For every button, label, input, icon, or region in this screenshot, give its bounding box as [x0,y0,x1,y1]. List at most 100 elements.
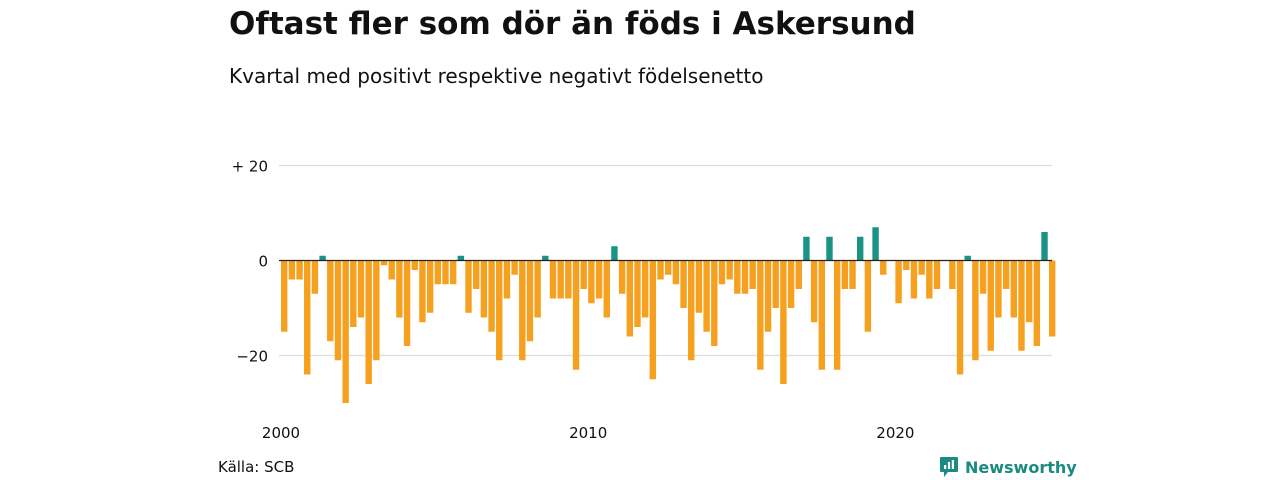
bar [864,260,872,332]
bar [465,260,472,313]
grid-layer [279,164,1052,357]
bar [426,260,434,313]
bar [442,260,449,285]
bar [688,260,695,361]
bar [995,260,1002,318]
bar [979,260,987,294]
y-tick-label: −20 [236,348,268,366]
bar [810,260,818,323]
bar [595,260,603,299]
bar [288,260,296,280]
bar [457,255,465,261]
bar [411,260,418,270]
bar [473,260,480,289]
bar [718,260,726,285]
bar [695,260,703,313]
bar [488,260,495,332]
bar [933,260,941,289]
bar [1041,232,1048,261]
bar [787,260,795,308]
bar [519,260,526,361]
bar [857,236,864,261]
bar [496,260,503,361]
bar [795,260,802,289]
bar [327,260,334,342]
x-tick-label: 2020 [876,424,914,442]
bar [611,246,618,261]
bar [480,260,488,318]
bar [1010,260,1017,318]
bar [726,260,733,280]
bar-chart: + 20 0 −20 2000 2010 2020 [232,158,1056,442]
bar [373,260,380,361]
bar [1018,260,1025,351]
bar [511,260,518,275]
bar [618,260,626,294]
bar [380,260,388,266]
bar [849,260,856,289]
x-tick-label: 2010 [569,424,607,442]
bar [526,260,534,342]
bar [665,260,672,275]
bar [296,260,303,280]
bar [964,255,971,261]
bar [880,260,887,275]
bar [918,260,925,275]
bar [365,260,372,384]
bar [580,260,587,289]
bar [572,260,580,370]
bar [396,260,403,318]
y-tick-label: + 20 [232,158,268,176]
bar [772,260,779,308]
bar [542,255,549,261]
bar [780,260,787,384]
brand-name: Newsworthy [965,457,1077,477]
bar [734,260,741,294]
chart-subtitle: Kvartal med positivt respektive negativt… [229,64,764,88]
bar [826,236,833,261]
bar [803,236,810,261]
brand-logo[interactable]: Newsworthy [939,456,1077,478]
bar [634,260,641,327]
bar [549,260,557,299]
bar [534,260,541,318]
bar [434,260,441,285]
bar [419,260,426,323]
bar [311,260,319,294]
bar [388,260,395,280]
bar [588,260,595,304]
bar [764,260,772,332]
bar [334,260,342,361]
bar [841,260,849,289]
bar [319,255,326,261]
bar [749,260,756,289]
bar [626,260,633,337]
bar [903,260,910,270]
bar [680,260,687,308]
bar [910,260,918,299]
bar [304,260,311,375]
bar [503,260,511,299]
bar [641,260,649,318]
bar [872,227,879,261]
chart-title: Oftast fler som dör än föds i Askersund [229,6,916,42]
x-tick-label: 2000 [262,424,300,442]
bar [926,260,933,299]
bar [1049,260,1056,337]
bar [1002,260,1010,289]
bar [972,260,979,361]
bar [818,260,825,370]
bar [565,260,572,299]
bar [603,260,610,318]
bar [1033,260,1041,346]
bar [350,260,357,327]
bar [949,260,956,289]
bar [403,260,411,346]
bar [449,260,457,285]
newsworthy-logo-icon [940,457,958,477]
bar [833,260,841,370]
source-note: Källa: SCB [218,458,295,476]
bars-layer [281,227,1056,403]
bar [741,260,749,294]
bar [895,260,902,304]
